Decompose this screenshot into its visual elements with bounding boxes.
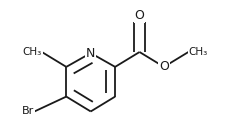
Text: CH₃: CH₃ <box>187 47 207 57</box>
Text: O: O <box>158 60 168 73</box>
Text: O: O <box>134 9 144 22</box>
Text: CH₃: CH₃ <box>22 47 42 57</box>
Text: Br: Br <box>22 106 34 116</box>
Text: N: N <box>86 47 95 60</box>
